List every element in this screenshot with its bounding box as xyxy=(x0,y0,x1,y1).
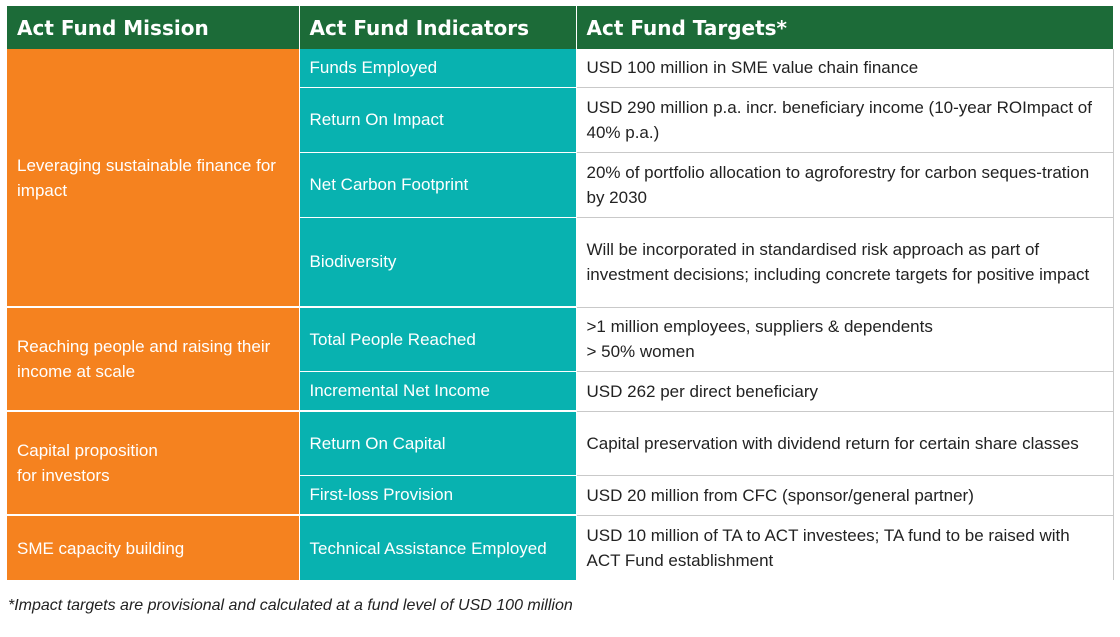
indicator-cell: Biodiversity xyxy=(299,217,577,308)
table-row: Net Carbon Footprint 20% of portfolio al… xyxy=(7,152,1114,218)
indicator-cell: Total People Reached xyxy=(299,307,577,372)
target-cell: USD 262 per direct beneficiary xyxy=(576,371,1114,412)
mission-cell: Reaching people and raising their income… xyxy=(7,307,300,412)
target-cell: >1 million employees, suppliers & depend… xyxy=(576,307,1114,372)
table-row: First-loss Provision USD 20 million from… xyxy=(7,475,1114,516)
table-row: Incremental Net Income USD 262 per direc… xyxy=(7,371,1114,412)
target-cell: 20% of portfolio allocation to agrofores… xyxy=(576,152,1114,218)
table-row: Biodiversity Will be incorporated in sta… xyxy=(7,217,1114,308)
target-cell: USD 100 million in SME value chain finan… xyxy=(576,49,1114,88)
mission-cell: SME capacity building xyxy=(7,515,300,580)
indicator-cell: Net Carbon Footprint xyxy=(299,152,577,218)
target-cell: Capital preservation with dividend retur… xyxy=(576,411,1114,476)
target-cell: USD 290 million p.a. incr. beneficiary i… xyxy=(576,87,1114,153)
table-row: Reaching people and raising their income… xyxy=(7,307,1114,412)
header-mission: Act Fund Mission xyxy=(7,6,300,49)
table-row: SME capacity building Technical Assistan… xyxy=(7,515,1114,580)
act-fund-table-container: Act Fund Mission Act Fund Indicators Act… xyxy=(7,6,1114,580)
header-targets: Act Fund Targets* xyxy=(576,6,1113,49)
footnote: *Impact targets are provisional and calc… xyxy=(8,597,573,614)
table-header-row: Act Fund Mission Act Fund Indicators Act… xyxy=(7,6,1113,49)
table-row: Leveraging sustainable finance for impac… xyxy=(7,49,1114,308)
mission-cell: Leveraging sustainable finance for impac… xyxy=(7,49,300,308)
indicator-cell: Incremental Net Income xyxy=(299,371,577,412)
target-cell: USD 20 million from CFC (sponsor/general… xyxy=(576,475,1114,516)
indicator-cell: Return On Impact xyxy=(299,87,577,153)
header-indicators: Act Fund Indicators xyxy=(299,6,577,49)
indicator-cell: Technical Assistance Employed xyxy=(299,515,577,580)
table-row: Capital proposition for investors Return… xyxy=(7,411,1114,516)
indicator-cell: Return On Capital xyxy=(299,411,577,476)
act-fund-table: Act Fund Mission Act Fund Indicators Act… xyxy=(7,6,1114,580)
indicator-cell: Funds Employed xyxy=(299,49,577,88)
target-cell: Will be incorporated in standardised ris… xyxy=(576,217,1114,308)
target-cell: USD 10 million of TA to ACT investees; T… xyxy=(576,515,1114,580)
table-row: Return On Impact USD 290 million p.a. in… xyxy=(7,87,1114,153)
mission-cell: Capital proposition for investors xyxy=(7,411,300,516)
indicator-cell: First-loss Provision xyxy=(299,475,577,516)
